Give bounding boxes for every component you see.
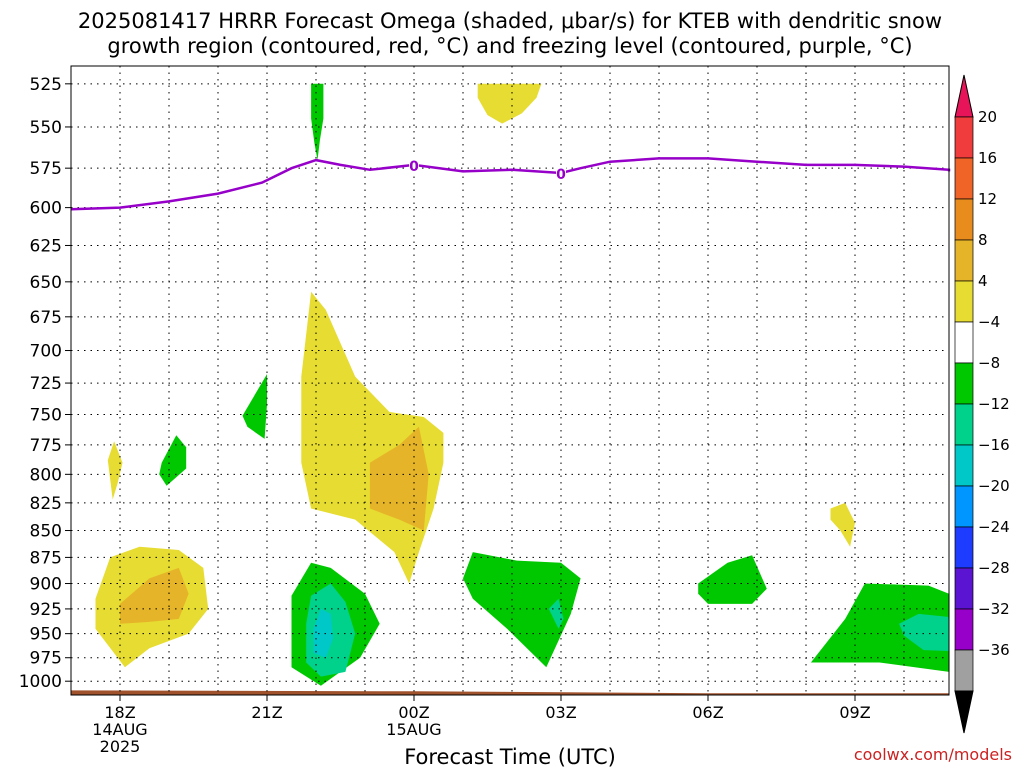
terrain-band (71, 690, 949, 695)
colorbar-swatch-3 (954, 198, 974, 241)
colorbar-bottom-arrow (954, 690, 974, 734)
y-tick-label-950: 950 (30, 625, 62, 645)
colorbar-label-1: 16 (978, 149, 997, 167)
plot-frame (70, 65, 950, 696)
freezing-label-bg-1 (556, 164, 566, 180)
y-tick-label-775: 775 (30, 436, 62, 456)
colorbar-label-9: −20 (978, 477, 1010, 495)
omega-region-6 (369, 426, 429, 531)
colorbar-swatch-4 (954, 239, 974, 282)
y-tick-label-600: 600 (30, 199, 62, 219)
omega-region-2 (107, 441, 123, 500)
x-tick-label-18Z: 18Z (104, 703, 135, 722)
x-tick-date-00Z: 15AUG (386, 720, 441, 739)
colorbar-label-6: −8 (978, 354, 1000, 372)
omega-region-11 (313, 608, 334, 658)
colorbar-label-3: 8 (978, 231, 988, 249)
credit-text: coolwx.com/models (854, 745, 1012, 764)
omega-region-4 (242, 374, 267, 439)
colorbar-label-13: −36 (978, 641, 1010, 659)
y-axis-ticks: 525 550 575 600 625 650 675 700 725 750 775 800 825 8… (19, 75, 71, 692)
omega-region-5 (301, 291, 444, 584)
freezing-label-bg-0 (409, 156, 419, 172)
omega-region-15 (830, 502, 855, 547)
y-tick-label-925: 925 (30, 600, 62, 620)
y-tick-label-975: 975 (30, 649, 62, 669)
colorbar-swatch-7 (954, 362, 974, 405)
omega-region-1 (311, 83, 324, 161)
colorbar-label-8: −16 (978, 436, 1010, 454)
freezing-level-label-0: 0 (409, 159, 419, 175)
omega-region-17 (899, 613, 949, 651)
colorbar-swatch-5 (954, 280, 974, 323)
y-tick-label-675: 675 (30, 308, 62, 328)
colorbar-top-arrow (954, 74, 974, 118)
x-tick-label-21Z: 21Z (251, 703, 282, 722)
colorbar-swatch-12 (954, 567, 974, 610)
y-tick-label-850: 850 (30, 522, 62, 542)
colorbar-swatch-1 (954, 116, 974, 159)
x-tick-label-00Z: 00Z (398, 703, 429, 722)
colorbar-swatch-9 (954, 444, 974, 487)
x-axis-label: Forecast Time (UTC) (404, 745, 616, 768)
freezing-level-line (70, 157, 951, 211)
omega-region-14 (698, 555, 767, 604)
omega-region-13 (548, 598, 564, 629)
omega-region-8 (120, 567, 189, 624)
y-tick-label-750: 750 (30, 405, 62, 425)
terrain-fill (71, 690, 949, 695)
omega-region-3 (159, 435, 187, 486)
omega-region-16 (810, 583, 949, 672)
omega-shaded-regions (95, 83, 949, 686)
colorbar-label-0: 20 (978, 108, 997, 126)
x-tick-label-06Z: 06Z (692, 703, 723, 722)
colorbar-label-4: 4 (978, 272, 988, 290)
colorbar-swatch-11 (954, 526, 974, 569)
y-tick-label-1000: 1000 (19, 672, 62, 692)
y-tick-label-900: 900 (30, 575, 62, 595)
x-tick-label-09Z: 09Z (839, 703, 870, 722)
colorbar-swatch-14 (954, 649, 974, 692)
colorbar-swatch-6 (954, 321, 974, 364)
freezing-level-contour: 00 (70, 156, 951, 211)
x-tick-date-18Z: 14AUG (92, 720, 147, 739)
colorbar-label-12: −32 (978, 600, 1010, 618)
y-tick-label-625: 625 (30, 236, 62, 256)
omega-region-12 (463, 552, 581, 668)
chart-title-line1: 2025081417 HRRR Forecast Omega (shaded, … (78, 9, 942, 33)
y-tick-label-575: 575 (30, 159, 62, 179)
x-tick-label-03Z: 03Z (545, 703, 576, 722)
colorbar-label-11: −28 (978, 559, 1010, 577)
colorbar-swatch-13 (954, 608, 974, 651)
colorbar-swatch-10 (954, 485, 974, 528)
y-tick-label-525: 525 (30, 75, 62, 95)
colorbar-label-7: −12 (978, 395, 1010, 413)
colorbar-label-5: −4 (978, 313, 1000, 331)
omega-region-0 (477, 83, 542, 124)
colorbar-swatch-2 (954, 157, 974, 200)
y-tick-label-650: 650 (30, 273, 62, 293)
colorbar: 20 16 12 8 4 −4 −8 −12 −16 −20 −24 −28 −32 −36 (954, 74, 1010, 734)
y-tick-label-800: 800 (30, 465, 62, 485)
y-tick-label-875: 875 (30, 548, 62, 568)
colorbar-label-10: −24 (978, 518, 1010, 536)
y-tick-label-725: 725 (30, 374, 62, 394)
chart-title-line2: growth region (contoured, red, °C) and f… (107, 34, 912, 58)
y-tick-label-825: 825 (30, 494, 62, 514)
plot-area: 00 (70, 66, 951, 695)
colorbar-label-2: 12 (978, 190, 997, 208)
freezing-level-label-1: 0 (556, 167, 566, 183)
colorbar-swatch-8 (954, 403, 974, 446)
y-tick-label-550: 550 (30, 118, 62, 138)
y-tick-label-700: 700 (30, 342, 62, 362)
x-tick-year-18Z: 2025 (100, 737, 141, 756)
